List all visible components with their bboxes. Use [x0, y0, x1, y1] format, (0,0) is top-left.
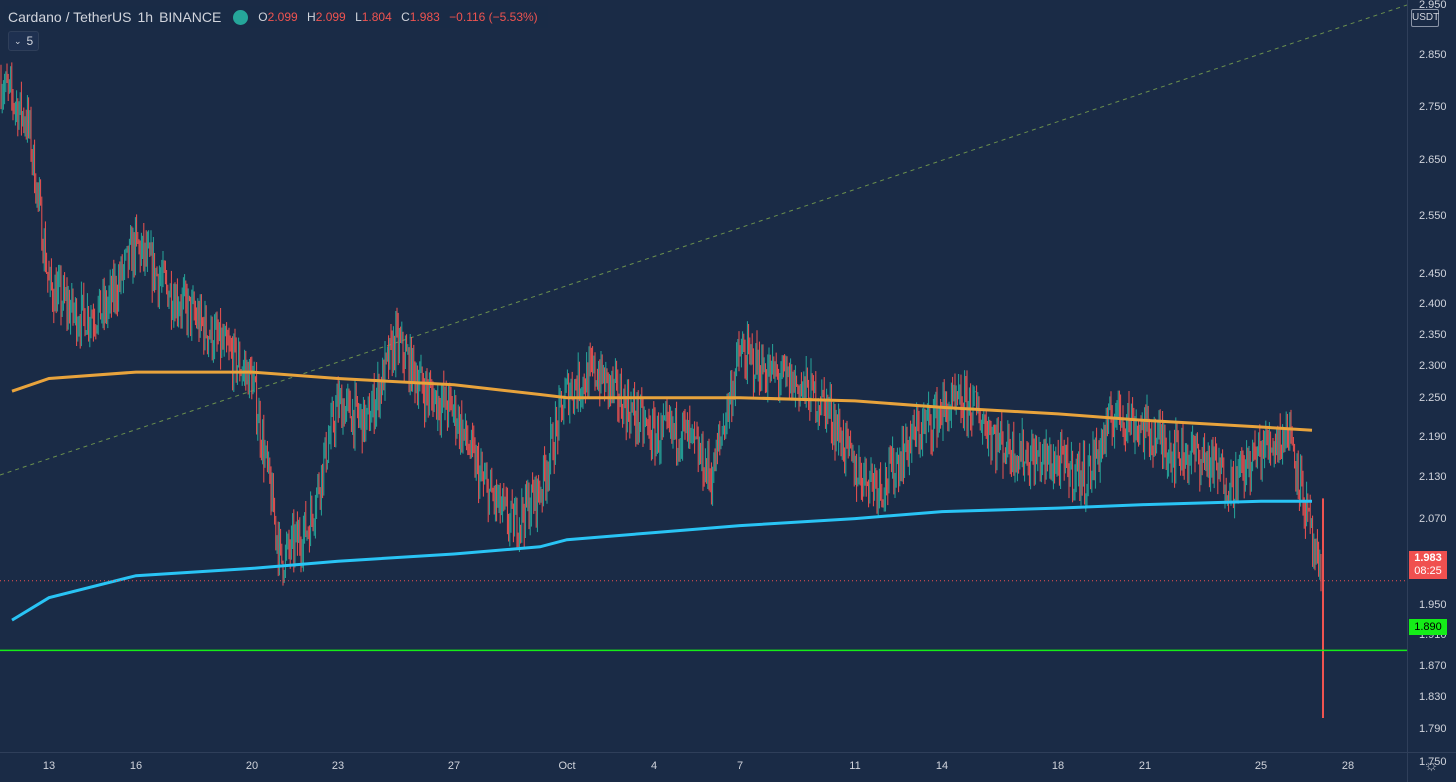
current-price-badge: 1.983 08:25 — [1409, 551, 1447, 579]
price-tick-label: 2.550 — [1419, 210, 1447, 223]
price-tick-label: 2.070 — [1419, 512, 1447, 525]
bar-countdown: 08:25 — [1414, 565, 1442, 577]
market-status-icon[interactable] — [233, 9, 249, 25]
price-tick-label: 1.830 — [1419, 691, 1447, 704]
time-tick-label: 7 — [736, 760, 744, 772]
price-tick-label: 2.130 — [1419, 471, 1447, 484]
symbol-name[interactable]: Cardano / TetherUS — [8, 9, 132, 25]
price-tick-label: 2.650 — [1419, 154, 1447, 167]
time-tick-label: 28 — [1341, 760, 1355, 772]
exchange-label: BINANCE — [159, 9, 222, 25]
close-value: 1.983 — [409, 10, 440, 24]
time-tick-label: 14 — [935, 760, 949, 772]
price-tick-label: 2.950 — [1419, 0, 1447, 11]
time-tick-label: 16 — [129, 760, 143, 772]
interval-label[interactable]: 1h — [137, 9, 154, 25]
price-tick-label: 2.300 — [1419, 359, 1447, 372]
time-scale[interactable] — [0, 752, 1407, 782]
price-tick-label: 1.750 — [1419, 756, 1447, 768]
time-tick-label: 27 — [447, 760, 461, 772]
close-label: C — [401, 10, 410, 24]
time-tick-label: 18 — [1051, 760, 1065, 772]
price-tick-label: 1.790 — [1419, 723, 1447, 736]
chart-plot-area[interactable] — [0, 0, 1408, 752]
low-label: L — [355, 10, 362, 24]
time-tick-label: 11 — [849, 760, 861, 772]
price-tick-label: 1.870 — [1419, 659, 1447, 672]
price-tick-label: 2.400 — [1419, 298, 1447, 311]
gear-icon[interactable]: ☼ — [1424, 757, 1439, 774]
moving-average-blue[interactable] — [11, 499, 1312, 622]
price-tick-label: 2.350 — [1419, 328, 1447, 341]
moving-average-orange[interactable] — [11, 370, 1313, 432]
price-tick-label: 2.850 — [1419, 48, 1447, 61]
current-price-value: 1.983 — [1414, 552, 1442, 564]
indicators-toggle-button[interactable]: ⌄ 5 — [8, 31, 40, 51]
price-tick-label: 2.750 — [1419, 100, 1447, 113]
high-label: H — [307, 10, 316, 24]
time-tick-label: Oct — [558, 760, 576, 772]
time-tick-label: 23 — [331, 760, 345, 772]
indicators-count: 5 — [26, 34, 34, 48]
price-tick-label: 2.190 — [1419, 430, 1447, 443]
currency-unit-label[interactable]: USDT — [1411, 9, 1439, 27]
time-tick-label: 20 — [245, 760, 259, 772]
time-tick-label: 25 — [1254, 760, 1268, 772]
scale-corner — [1407, 752, 1456, 782]
chevron-down-icon: ⌄ — [14, 35, 22, 46]
change-value: −0.116 (−5.53%) — [449, 10, 538, 24]
open-label: O — [258, 10, 268, 24]
ohlc-values: O2.099 H2.099 L1.804 C1.983 −0.116 (−5.5… — [258, 10, 543, 24]
time-tick-label: 13 — [42, 760, 56, 772]
price-chart[interactable] — [0, 0, 1408, 752]
support-level-badge: 1.890 — [1409, 619, 1447, 635]
time-tick-label: 21 — [1138, 760, 1152, 772]
price-tick-label: 2.450 — [1419, 268, 1447, 281]
low-value: 1.804 — [361, 10, 392, 24]
symbol-legend[interactable]: Cardano / TetherUS 1h BINANCE O2.099 H2.… — [4, 6, 548, 28]
time-tick-label: 4 — [650, 760, 658, 772]
trend-line[interactable] — [0, 4, 1408, 476]
open-value: 2.099 — [267, 10, 298, 24]
price-tick-label: 1.950 — [1419, 599, 1447, 612]
high-value: 2.099 — [315, 10, 346, 24]
price-tick-label: 2.250 — [1419, 391, 1447, 404]
